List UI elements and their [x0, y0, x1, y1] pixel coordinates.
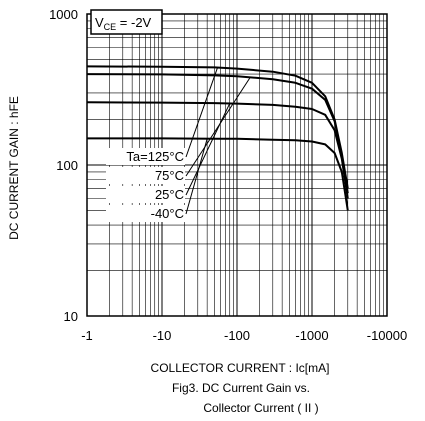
series-label-bg [106, 148, 185, 165]
x-axis-label: COLLECTOR CURRENT : Ic[mA] [151, 361, 330, 375]
series-label: 25°C [155, 187, 184, 202]
series-label: 75°C [155, 168, 184, 183]
tick-labels: -1 -10 -100 -1000 -10000 10 100 1000 [49, 7, 407, 343]
caption-line-2: Collector Current ( II ) [203, 401, 318, 415]
condition-box: VCE = -2V [90, 9, 163, 35]
series-labels: Ta=125°C 75°C 25°C -40°C [106, 148, 185, 222]
series-label: Ta=125°C [126, 149, 184, 164]
svg-text:VCE = -2V: VCE = -2V [95, 15, 152, 32]
x-tick-label: -1 [81, 328, 93, 343]
x-tick-label: -1000 [295, 328, 328, 343]
x-tick-label: -10000 [367, 328, 407, 343]
series-line [86, 101, 349, 199]
label-leaders [185, 67, 251, 215]
y-tick-label: 10 [64, 309, 78, 324]
series-label-bg [106, 186, 185, 203]
y-axis-label: DC CURRENT GAIN : hFE [7, 96, 21, 240]
series-line [87, 137, 349, 211]
label-leader-line [185, 138, 208, 215]
curves [86, 65, 349, 211]
y-tick-label: 100 [56, 158, 78, 173]
series-line [86, 73, 349, 194]
x-tick-label: -100 [224, 328, 250, 343]
condition-sub: CE [104, 22, 117, 32]
label-leader-line [185, 103, 231, 196]
x-tick-label: -10 [153, 328, 172, 343]
condition-rest: = -2V [116, 15, 151, 30]
plot-frame [86, 13, 388, 317]
condition-main: V [95, 15, 104, 30]
label-leader-line [185, 67, 218, 158]
series-label-bg [106, 167, 185, 184]
caption-line-1: Fig3. DC Current Gain vs. [172, 381, 310, 395]
grid [87, 14, 387, 316]
y-tick-label: 1000 [49, 7, 78, 22]
series-label: -40°C [151, 206, 184, 221]
series-label-bg [106, 205, 185, 222]
